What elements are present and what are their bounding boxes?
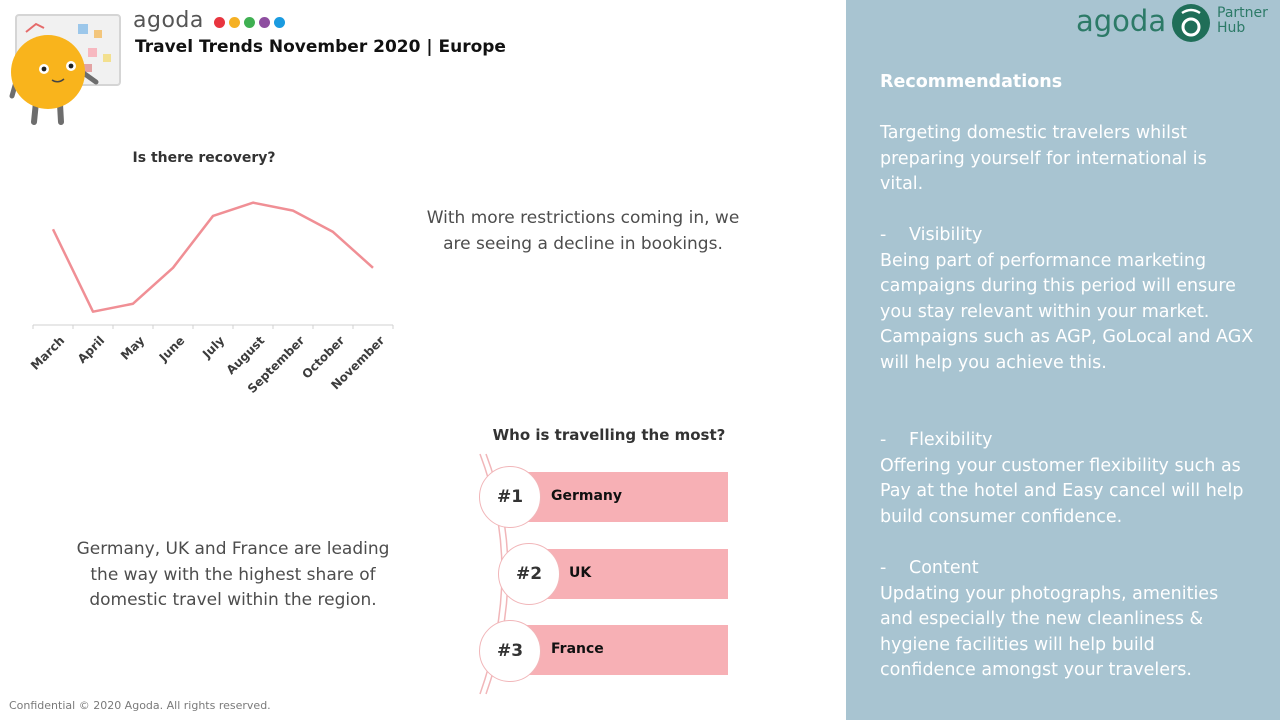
- decline-text: With more restrictions coming in, we are…: [426, 208, 740, 254]
- x-tick-label: May: [118, 333, 147, 362]
- rank-bar-1: [522, 472, 728, 522]
- partner-label: Partner: [1217, 5, 1268, 21]
- recommendation-title: Visibility: [909, 225, 983, 245]
- recommendation-title: Content: [909, 558, 979, 578]
- partner-hub-logo-word: agoda: [1076, 4, 1167, 38]
- recommendation-text: Updating your photographs, amenities and…: [880, 583, 1219, 681]
- mascot-illustration: [8, 10, 123, 130]
- series-line: [51, 201, 374, 313]
- brand-dot: [274, 17, 285, 28]
- brand-dot: [244, 17, 255, 28]
- recovery-line-chart: March April May June JulyAugustSeptemberOcto…: [28, 201, 394, 396]
- partner-hub-logo-icon: [1172, 4, 1210, 42]
- bullet-dash: -: [880, 558, 887, 578]
- brand-dot: [214, 17, 225, 28]
- recommendation-text: Offering your customer flexibility such …: [880, 455, 1244, 527]
- recommendation-content: - Content Updating your photographs, amen…: [880, 556, 1255, 684]
- bullet-dash: -: [880, 430, 887, 450]
- partner-hub-label: Partner Hub: [1217, 6, 1268, 36]
- recommendation-title: Flexibility: [909, 430, 993, 450]
- x-tick-label: March: [28, 333, 67, 372]
- rank-badge-2: #2: [498, 543, 560, 605]
- recommendation-visibility: - Visibility Being part of performance ma…: [880, 223, 1255, 377]
- rank-bar-3: [522, 625, 728, 675]
- recommendations-intro: Targeting domestic travelers whilst prep…: [880, 123, 1207, 195]
- x-tick-label: April: [75, 333, 108, 366]
- bullet-dash: -: [880, 225, 887, 245]
- recommendations-heading: Recommendations: [880, 72, 1063, 92]
- footer-copyright: Confidential © 2020 Agoda. All rights re…: [9, 699, 271, 712]
- agoda-wordmark: agoda: [133, 8, 204, 33]
- rank-country-2: UK: [569, 565, 592, 581]
- page-title: Travel Trends November 2020 | Europe: [135, 37, 506, 57]
- x-tick-label: July: [199, 333, 227, 361]
- rank-country-1: Germany: [551, 488, 623, 504]
- rank-badge-1: #1: [479, 466, 541, 528]
- rank-country-3: France: [551, 641, 604, 657]
- hub-label: Hub: [1217, 20, 1246, 36]
- brand-dots: [214, 17, 285, 28]
- ranking-title: Who is travelling the most?: [492, 426, 726, 444]
- recommendation-flexibility: - Flexibility Offering your customer flex…: [880, 428, 1255, 530]
- leading-countries-text: Germany, UK and France are leading the w…: [76, 539, 390, 610]
- rank-bar-2: [540, 549, 728, 599]
- x-tick-label: June: [156, 333, 188, 365]
- chart-title: Is there recovery?: [132, 150, 276, 166]
- brand-dot: [259, 17, 270, 28]
- rank-badge-3: #3: [479, 620, 541, 682]
- recommendation-text: Being part of performance marketing camp…: [880, 250, 1254, 373]
- recommendations-panel: [846, 0, 1280, 720]
- brand-dot: [229, 17, 240, 28]
